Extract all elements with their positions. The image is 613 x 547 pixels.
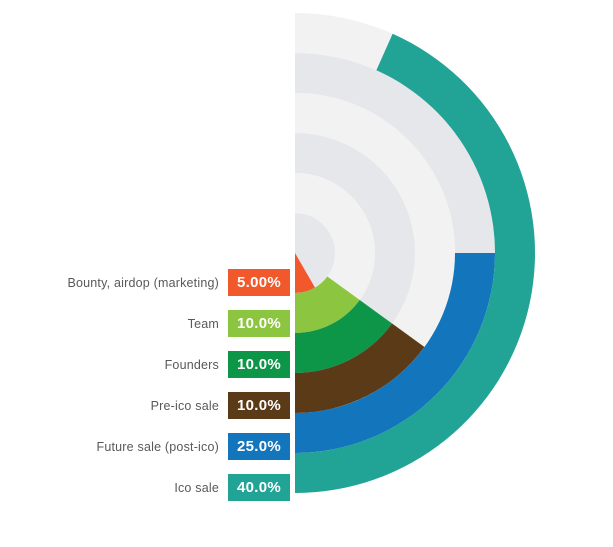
legend-row: Bounty, airdop (marketing) 5.00% (0, 262, 290, 303)
legend-label: Future sale (post-ico) (96, 439, 219, 454)
legend-row: Pre-ico sale 10.0% (0, 385, 290, 426)
legend-label: Bounty, airdop (marketing) (67, 275, 219, 290)
legend-value-badge: 5.00% (228, 269, 290, 296)
legend-label: Founders (164, 357, 219, 372)
legend-value-badge: 10.0% (228, 310, 290, 337)
arc-founders (295, 300, 393, 373)
legend-label: Ico sale (174, 480, 219, 495)
background-ring-4 (295, 93, 455, 413)
arc-pre-ico-sale (295, 323, 425, 413)
arc-team (295, 276, 360, 333)
legend-row: Team 10.0% (0, 303, 290, 344)
arc-bounty-airdop-marketing (295, 253, 315, 293)
legend-value-badge: 10.0% (228, 351, 290, 378)
legend-row: Founders 10.0% (0, 344, 290, 385)
legend-row: Future sale (post-ico) 25.0% (0, 426, 290, 467)
legend-value-badge: 40.0% (228, 474, 290, 501)
background-ring-3 (295, 133, 415, 373)
legend-row: Ico sale 40.0% (0, 467, 290, 508)
legend-label: Team (187, 316, 219, 331)
legend-label: Pre-ico sale (150, 398, 219, 413)
arc-ico-sale (295, 33, 536, 494)
allocation-legend: Bounty, airdop (marketing) 5.00% Team 10… (0, 262, 290, 508)
legend-value-badge: 10.0% (228, 392, 290, 419)
chart-value-arcs (295, 33, 536, 494)
arc-future-sale-post-ico (295, 253, 495, 453)
legend-value-badge: 25.0% (228, 433, 290, 460)
